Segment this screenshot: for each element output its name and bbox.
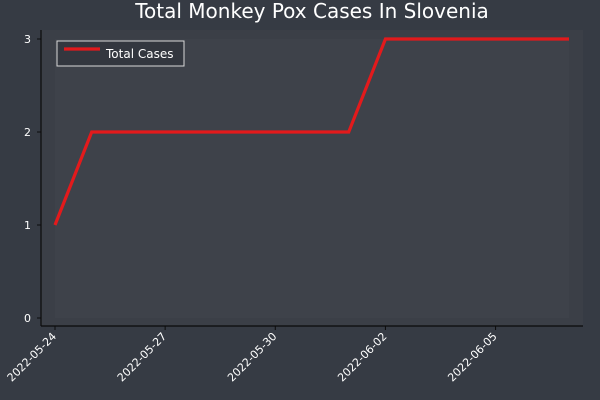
chart-title: Total Monkey Pox Cases In Slovenia [134, 0, 489, 23]
y-tick-label: 2 [24, 126, 31, 139]
plot-shading [55, 39, 569, 318]
legend-box [56, 40, 185, 67]
plot-inner-shade [55, 39, 569, 318]
y-axis-ticks: 0 1 2 3 [24, 33, 41, 325]
series-line-total-cases [53, 37, 569, 226]
series-layer [53, 37, 569, 226]
legend-label-total-cases: Total Cases [105, 47, 173, 61]
y-tick-label: 0 [24, 312, 31, 325]
y-tick-label: 3 [24, 33, 31, 46]
y-tick-label: 1 [24, 219, 31, 232]
legend: Total Cases [56, 40, 185, 67]
